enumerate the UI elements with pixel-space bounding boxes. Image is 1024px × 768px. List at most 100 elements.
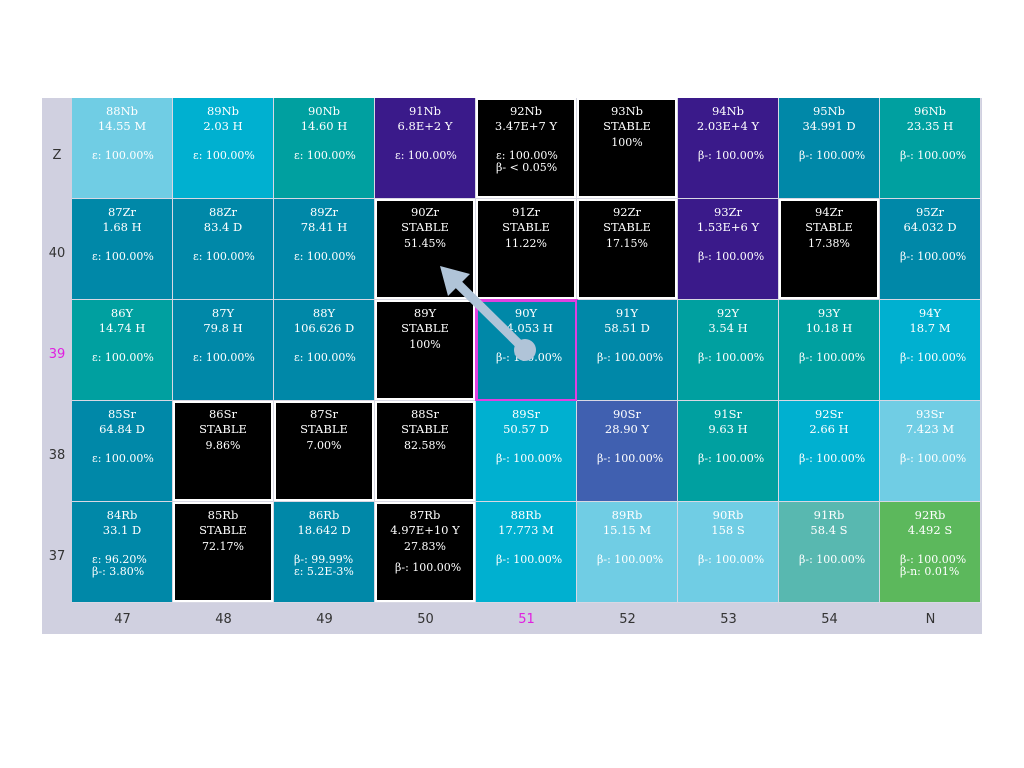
nuclide-cell-88zr[interactable]: 88Zr 83.4 D ε: 100.00% (173, 199, 274, 300)
nuclide-cell-94y[interactable]: 94Y 18.7 M β-: 100.00% (880, 300, 981, 401)
nuclide-cell-88nb[interactable]: 88Nb 14.55 M ε: 100.00% (72, 98, 173, 199)
nuclide-cell-88y[interactable]: 88Y 106.626 D ε: 100.00% (274, 300, 375, 401)
nuclide-cell-85sr[interactable]: 85Sr 64.84 D ε: 100.00% (72, 401, 173, 502)
natural-abundance: 11.22% (505, 237, 547, 250)
half-life: 79.8 H (203, 321, 243, 335)
decay-modes: ε: 100.00% (375, 150, 475, 162)
decay-mode: β-: 100.00% (597, 553, 664, 566)
n-tick-49: 49 (316, 612, 333, 627)
nuclide-name: 89Y (413, 306, 437, 320)
nuclide-cell-89rb[interactable]: 89Rb 15.15 M β-: 100.00% (577, 502, 678, 603)
nuclide-cell-89y[interactable]: 89Y STABLE 100% (375, 300, 476, 401)
nuclide-cell-93zr[interactable]: 93Zr 1.53E+6 Y β-: 100.00% (678, 199, 779, 300)
decay-modes: β-: 100.00% (577, 453, 677, 465)
nuclide-name: 87Rb (409, 508, 441, 522)
z-tick-39: 39 (48, 347, 66, 362)
nuclide-name: 88Sr (410, 407, 439, 421)
nuclide-cell-87rb[interactable]: 87Rb 4.97E+10 Y 27.83% β-: 100.00% (375, 502, 476, 603)
decay-mode: β-: 100.00% (395, 561, 462, 574)
nuclide-cell-90nb[interactable]: 90Nb 14.60 H ε: 100.00% (274, 98, 375, 199)
decay-mode: β-: 100.00% (799, 452, 866, 465)
natural-abundance: 82.58% (404, 439, 446, 452)
nuclide-cell-86rb[interactable]: 86Rb 18.642 D β-: 99.99% ε: 5.2E-3% (274, 502, 375, 603)
decay-mode: ε: 100.00% (92, 452, 154, 465)
n-tick-53: 53 (720, 612, 737, 627)
nuclide-cell-90y[interactable]: 90Y 64.053 H β-: 100.00% (475, 299, 578, 402)
decay-modes: β-: 100.00% (880, 352, 980, 364)
decay-modes: β-: 100.00% (678, 554, 778, 566)
half-life: 14.60 H (300, 119, 348, 133)
nuclide-cell-88sr[interactable]: 88Sr STABLE 82.58% (375, 401, 476, 502)
decay-mode: β- < 0.05% (496, 161, 558, 174)
nuclide-name: 90Y (514, 306, 538, 320)
nuclide-cell-91nb[interactable]: 91Nb 6.8E+2 Y ε: 100.00% (375, 98, 476, 199)
decay-mode: β-: 100.00% (698, 149, 765, 162)
nuclide-cell-93sr[interactable]: 93Sr 7.423 M β-: 100.00% (880, 401, 981, 502)
nuclide-cell-93y[interactable]: 93Y 10.18 H β-: 100.00% (779, 300, 880, 401)
half-life: 2.03E+4 Y (696, 119, 760, 133)
nuclide-name: 89Rb (611, 508, 643, 522)
half-life: 83.4 D (203, 220, 243, 234)
nuclide-cell-88rb[interactable]: 88Rb 17.773 M β-: 100.00% (476, 502, 577, 603)
nuclide-cell-87zr[interactable]: 87Zr 1.68 H ε: 100.00% (72, 199, 173, 300)
nuclide-cell-91rb[interactable]: 91Rb 58.4 S β-: 100.00% (779, 502, 880, 603)
nuclide-cell-89nb[interactable]: 89Nb 2.03 H ε: 100.00% (173, 98, 274, 199)
nuclide-cell-87sr[interactable]: 87Sr STABLE 7.00% (274, 401, 375, 502)
half-life: 14.55 M (97, 119, 147, 133)
decay-mode: ε: 5.2E-3% (294, 565, 354, 578)
half-life: 6.8E+2 Y (397, 119, 453, 133)
nuclide-cell-95zr[interactable]: 95Zr 64.032 D β-: 100.00% (880, 199, 981, 300)
half-life: 64.053 H (499, 321, 553, 335)
nuclide-cell-92y[interactable]: 92Y 3.54 H β-: 100.00% (678, 300, 779, 401)
decay-modes: ε: 96.20% β-: 3.80% (72, 554, 172, 578)
half-life: 4.492 S (907, 523, 953, 537)
nuclide-cell-95nb[interactable]: 95Nb 34.991 D β-: 100.00% (779, 98, 880, 199)
nuclide-cell-90sr[interactable]: 90Sr 28.90 Y β-: 100.00% (577, 401, 678, 502)
nuclide-cell-87y[interactable]: 87Y 79.8 H ε: 100.00% (173, 300, 274, 401)
nuclide-name: 89Sr (511, 407, 540, 421)
nuclide-name: 91Rb (813, 508, 845, 522)
nuclide-cell-84rb[interactable]: 84Rb 33.1 D ε: 96.20% β-: 3.80% (72, 502, 173, 603)
nuclide-name: 93Sr (915, 407, 944, 421)
nuclide-chart: Z 40 39 38 37 47 48 49 50 51 52 53 54 N 88Nb 14.55 M… (42, 98, 982, 634)
nuclide-cell-91zr[interactable]: 91Zr STABLE 11.22% (476, 199, 577, 300)
natural-abundance: 100% (611, 136, 643, 149)
n-tick-50: 50 (417, 612, 434, 627)
nuclide-name: 88Nb (105, 104, 139, 118)
decay-modes: ε: 100.00% (274, 352, 374, 364)
decay-modes: β-: 100.00% (779, 453, 879, 465)
nuclide-cell-92sr[interactable]: 92Sr 2.66 H β-: 100.00% (779, 401, 880, 502)
nuclide-cell-89zr[interactable]: 89Zr 78.41 H ε: 100.00% (274, 199, 375, 300)
natural-abundance: 27.83% (404, 540, 446, 553)
nuclide-cell-90rb[interactable]: 90Rb 158 S β-: 100.00% (678, 502, 779, 603)
nuclide-cell-86sr[interactable]: 86Sr STABLE 9.86% (173, 401, 274, 502)
nuclide-name: 89Nb (206, 104, 240, 118)
nuclide-cell-93nb[interactable]: 93Nb STABLE 100% (577, 98, 678, 199)
nuclide-cell-92nb[interactable]: 92Nb 3.47E+7 Y ε: 100.00% β- < 0.05% (476, 98, 577, 199)
natural-abundance: 100% (409, 338, 441, 351)
decay-mode: β-: 100.00% (698, 250, 765, 263)
nuclide-cell-90zr[interactable]: 90Zr STABLE 51.45% (375, 199, 476, 300)
decay-mode: β-: 100.00% (900, 452, 967, 465)
nuclide-cell-89sr[interactable]: 89Sr 50.57 D β-: 100.00% (476, 401, 577, 502)
nuclide-cell-91y[interactable]: 91Y 58.51 D β-: 100.00% (577, 300, 678, 401)
half-life: 23.35 H (906, 119, 954, 133)
nuclide-cell-92zr[interactable]: 92Zr STABLE 17.15% (577, 199, 678, 300)
nuclide-cell-94zr[interactable]: 94Zr STABLE 17.38% (779, 199, 880, 300)
decay-mode: ε: 100.00% (193, 351, 255, 364)
nuclide-cell-85rb[interactable]: 85Rb STABLE 72.17% (173, 502, 274, 603)
nuclide-name: 84Rb (106, 508, 138, 522)
n-tick-52: 52 (619, 612, 636, 627)
nuclide-cell-94nb[interactable]: 94Nb 2.03E+4 Y β-: 100.00% (678, 98, 779, 199)
nuclide-cell-86y[interactable]: 86Y 14.74 H ε: 100.00% (72, 300, 173, 401)
half-life: 158 S (711, 523, 745, 537)
half-life: STABLE (199, 523, 247, 537)
nuclide-name: 86Sr (208, 407, 237, 421)
decay-modes: ε: 100.00% (72, 453, 172, 465)
nuclide-name: 91Sr (713, 407, 742, 421)
nuclide-cell-92rb[interactable]: 92Rb 4.492 S β-: 100.00% β-n: 0.01% (880, 502, 981, 603)
decay-modes: β-: 100.00% (678, 251, 778, 263)
nuclide-cell-91sr[interactable]: 91Sr 9.63 H β-: 100.00% (678, 401, 779, 502)
nuclide-cell-96nb[interactable]: 96Nb 23.35 H β-: 100.00% (880, 98, 981, 199)
decay-modes: β-: 100.00% (880, 251, 980, 263)
